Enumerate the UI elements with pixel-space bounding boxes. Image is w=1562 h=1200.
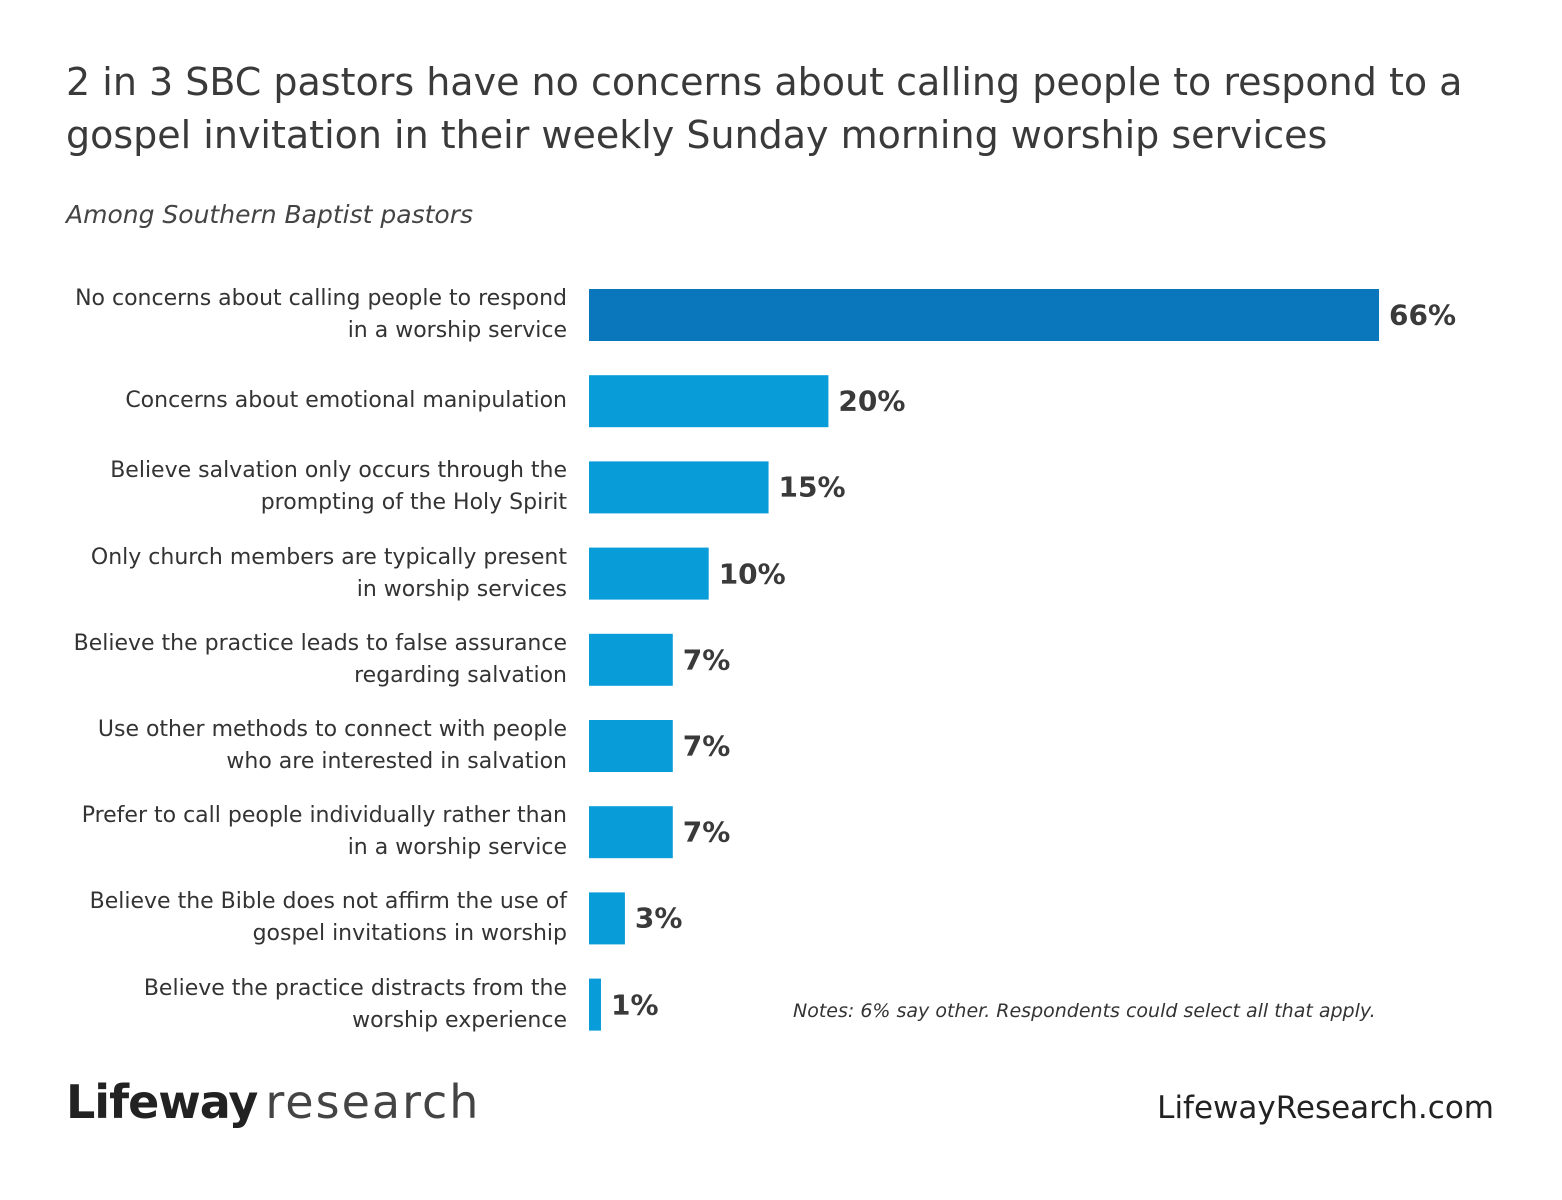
value-label: 7%: [682, 643, 731, 677]
bar: [589, 892, 625, 945]
note: Notes: 6% say other. Respondents could s…: [793, 1000, 1376, 1022]
value-label: 3%: [634, 901, 683, 935]
value-label: 20%: [838, 384, 906, 418]
bar: [589, 633, 673, 686]
value-label: 1%: [610, 988, 659, 1022]
value-label: 15%: [778, 470, 846, 504]
logo: Lifeway research: [66, 1075, 480, 1129]
bar: [589, 720, 673, 772]
value-label: 7%: [682, 815, 731, 849]
category-label: Only church members are typically presen…: [90, 544, 567, 602]
bar: [589, 289, 1380, 341]
category-label: Believe the practice distracts from the …: [143, 975, 567, 1033]
bar: [589, 461, 769, 514]
bar: [589, 375, 829, 428]
category-label: No concerns about calling people to resp…: [75, 286, 567, 343]
brand-suffix: research: [265, 1075, 481, 1129]
bar: [589, 547, 709, 600]
website: LifewayResearch.com: [1157, 1090, 1494, 1126]
category-label: Believe the Bible does not affirm the us…: [89, 889, 567, 947]
chart-subtitle: Among Southern Baptist pastors: [66, 200, 473, 229]
value-label: 7%: [682, 729, 731, 763]
bar: [589, 978, 601, 1031]
category-label: Concerns about emotional manipulation: [125, 388, 567, 414]
category-label: Believe salvation only occurs through th…: [110, 458, 567, 516]
category-label: Believe the practice leads to false assu…: [73, 630, 567, 688]
brand: Lifeway: [66, 1075, 258, 1129]
category-label: Prefer to call people individually rathe…: [81, 803, 567, 861]
bar: [589, 806, 673, 859]
chart-title: 2 in 3 SBC pastors have no concerns abou…: [66, 60, 1463, 157]
value-label: 66%: [1389, 298, 1457, 332]
value-label: 10%: [718, 557, 786, 591]
category-label: Use other methods to connect with people…: [97, 717, 567, 774]
